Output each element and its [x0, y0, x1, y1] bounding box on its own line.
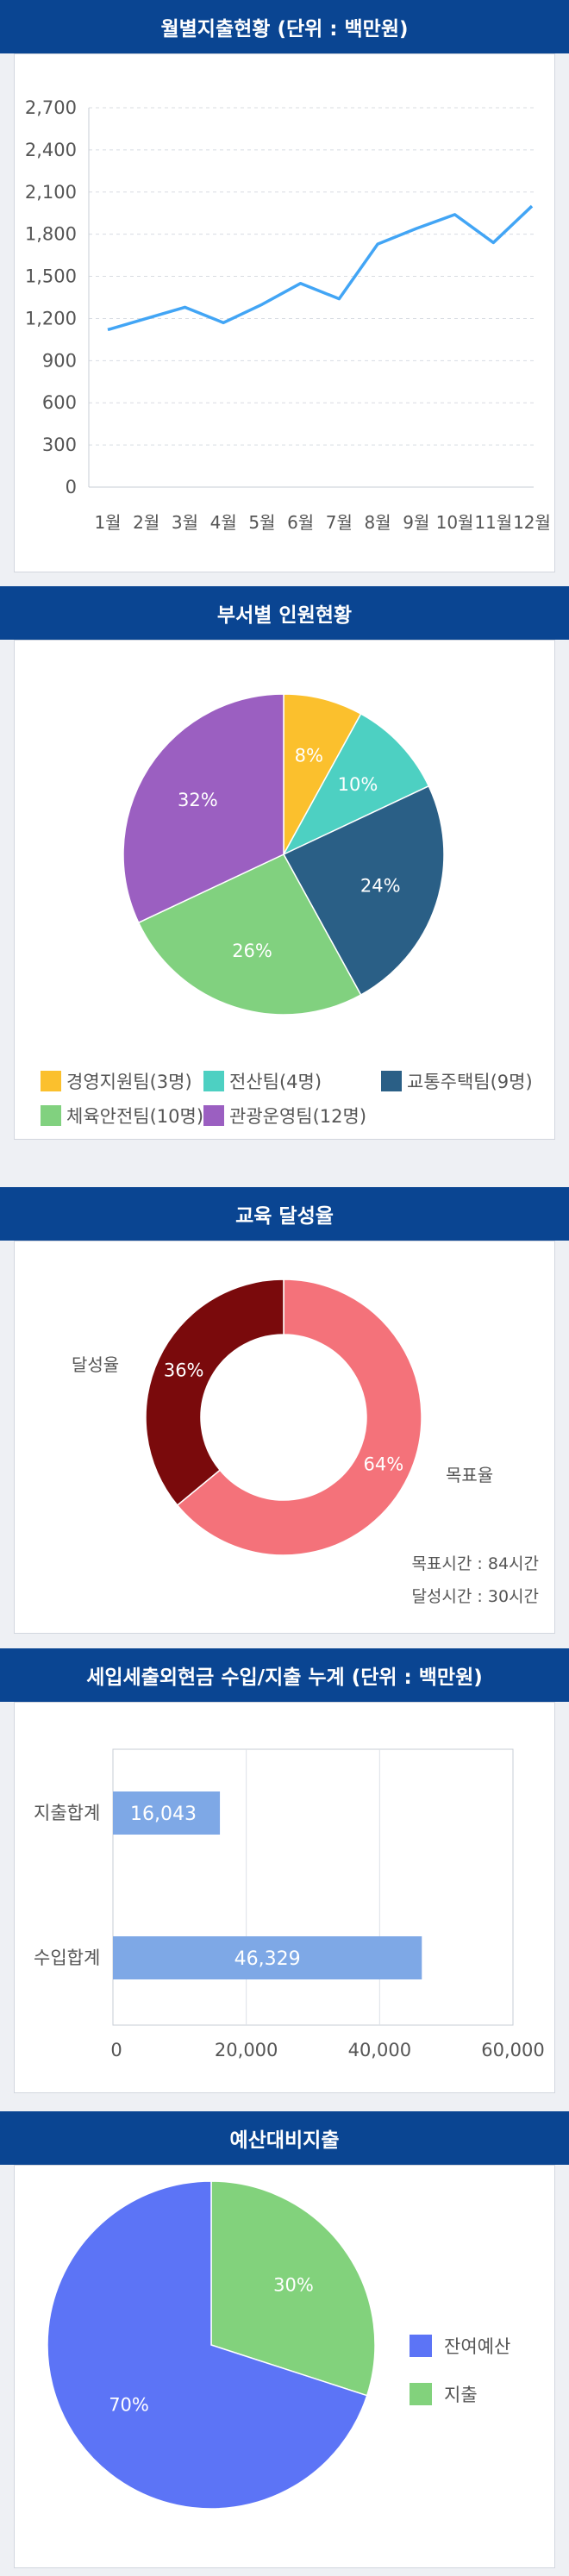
dept-slice-label: 24%: [360, 875, 401, 896]
achieved-hours-text: 달성시간 : 30시간: [411, 1587, 539, 1606]
legend-swatch: [203, 1105, 224, 1126]
dept-slice: [282, 712, 430, 856]
series-line: [107, 204, 534, 332]
bar: [113, 1791, 221, 1835]
budget-header: 예산대비지출: [0, 2111, 569, 2165]
y-tick-label: 1,500: [25, 266, 77, 287]
dept-slice-label: 32%: [178, 790, 218, 810]
dept-slice-label: 26%: [232, 941, 272, 961]
dept-slice: [282, 785, 445, 997]
budget-slice-label: 30%: [273, 2275, 314, 2296]
legend-label: 전산팀(4명): [229, 1072, 322, 1092]
x-tick-label: 20,000: [215, 2040, 278, 2060]
edu-slice: [176, 1279, 422, 1556]
dept-staff-title: 부서별 인원현황: [216, 604, 353, 627]
dept-staff-header: 부서별 인원현황: [0, 586, 569, 640]
legend-swatch: [41, 1071, 61, 1091]
target-label: 목표율: [446, 1465, 493, 1485]
edu-achievement-header: 교육 달성율: [0, 1187, 569, 1241]
cash-accum-card: 0 20,000 40,000 60,000 지출합계 16,043 수입합계 46,329: [14, 1702, 555, 2093]
x-tick-label: 1월: [94, 512, 121, 533]
legend-label: 지출: [444, 2385, 478, 2405]
legend-label: 교통주택팀(9명): [407, 1072, 533, 1092]
x-tick-label: 40,000: [348, 2040, 411, 2060]
category-label: 수입합계: [34, 1948, 100, 1968]
x-tick-label: 6월: [287, 512, 314, 533]
legend-swatch: [410, 2335, 432, 2357]
x-tick-label: 4월: [210, 512, 237, 533]
x-tick-label: 11월: [474, 512, 512, 533]
bar-value-label: 46,329: [234, 1948, 301, 1970]
y-tick-label: 2,400: [25, 140, 77, 160]
monthly-expense-title: 월별지출현황 (단위 : 백만원): [160, 18, 409, 41]
x-tick-label: 7월: [326, 512, 353, 533]
x-tick-label: 8월: [365, 512, 391, 533]
y-tick-label: 300: [42, 435, 77, 455]
budget-slice: [210, 2180, 376, 2397]
x-tick-label: 60,000: [481, 2040, 544, 2060]
y-tick-label: 900: [42, 350, 77, 371]
budget-slice-label: 70%: [109, 2394, 149, 2415]
monthly-expense-card: 0 300 600 900 1,200 1,500 1,800 2,100 2,400 2,700…: [14, 53, 555, 572]
legend-swatch: [203, 1071, 224, 1091]
x-tick-label: 0: [110, 2040, 122, 2060]
edu-achievement-donut-chart: 달성율 목표율 목표시간 : 84시간 달성시간 : 30시간 64% 36%: [72, 1279, 539, 1606]
bar-value-label: 16,043: [130, 1804, 197, 1825]
y-tick-label: 1,800: [25, 224, 77, 245]
x-tick-label: 5월: [248, 512, 275, 533]
dept-slice-label: 10%: [338, 774, 378, 795]
y-tick-label: 2,700: [25, 97, 77, 118]
dept-slice: [283, 693, 362, 855]
legend-swatch: [41, 1105, 61, 1126]
dept-staff-pie-chart: 8% 10% 24% 26% 32% 경영지원팀(3명) 전산팀(4명) 교통주택팀(9명) 체…: [41, 693, 533, 1127]
edu-slice: [145, 1279, 284, 1507]
y-tick-label: 2,100: [25, 182, 77, 203]
legend-label: 관광운영팀(12명): [229, 1106, 366, 1127]
x-tick-label: 12월: [513, 512, 551, 533]
plot-frame: [112, 1748, 514, 2026]
cash-accum-bar-chart: 0 20,000 40,000 60,000 지출합계 16,043 수입합계 46,329: [34, 1748, 545, 2060]
x-tick-label: 3월: [172, 512, 198, 533]
dept-slice: [122, 693, 284, 924]
legend-label: 잔여예산: [444, 2336, 510, 2357]
legend-swatch: [410, 2383, 432, 2405]
dept-staff-card: 8% 10% 24% 26% 32% 경영지원팀(3명) 전산팀(4명) 교통주택팀(9명) 체…: [14, 640, 555, 1140]
achieved-label: 달성율: [72, 1354, 119, 1375]
budget-slice: [47, 2180, 368, 2510]
edu-slice-label: 36%: [164, 1360, 204, 1381]
budget-title: 예산대비지출: [229, 2129, 340, 2152]
cash-accum-title: 세입세출외현금 수입/지출 누계 (단위 : 백만원): [86, 1666, 483, 1689]
edu-slice-label: 64%: [363, 1454, 403, 1474]
cash-accum-header: 세입세출외현금 수입/지출 누계 (단위 : 백만원): [0, 1648, 569, 1702]
x-tick-label: 10월: [436, 512, 474, 533]
goal-hours-text: 목표시간 : 84시간: [411, 1554, 539, 1573]
legend-label: 체육안전팀(10명): [66, 1106, 203, 1127]
monthly-expense-header: 월별지출현황 (단위 : 백만원): [0, 0, 569, 53]
y-tick-label: 600: [42, 392, 77, 413]
x-tick-label: 2월: [133, 512, 159, 533]
edu-achievement-title: 교육 달성율: [235, 1205, 334, 1228]
y-tick-label: 1,200: [25, 308, 77, 328]
x-tick-label: 9월: [403, 512, 429, 533]
bar: [113, 1936, 422, 1979]
monthly-expense-line-chart: 0 300 600 900 1,200 1,500 1,800 2,100 2,400 2,700…: [25, 97, 551, 533]
category-label: 지출합계: [34, 1803, 100, 1823]
y-tick-label: 0: [66, 477, 77, 497]
edu-achievement-card: 달성율 목표율 목표시간 : 84시간 달성시간 : 30시간 64% 36%: [14, 1241, 555, 1634]
dept-slice: [137, 853, 362, 1016]
dept-slice-label: 8%: [295, 746, 323, 766]
legend-swatch: [381, 1071, 402, 1091]
legend-label: 경영지원팀(3명): [66, 1072, 192, 1092]
